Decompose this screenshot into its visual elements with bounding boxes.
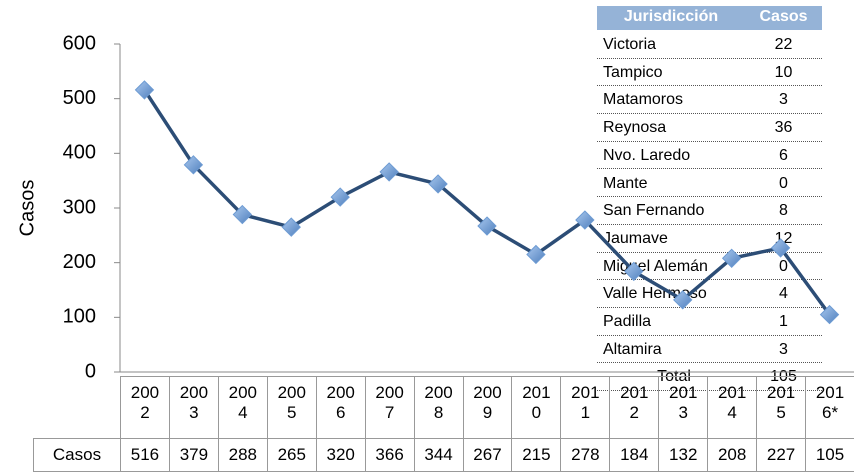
- table-cell: 1: [779, 313, 788, 330]
- table-header-cell: Jurisdicción: [623, 8, 719, 25]
- table-row: [597, 363, 822, 392]
- data-table-cell: 366: [364, 438, 415, 472]
- table-cell: 3: [779, 91, 788, 109]
- data-table-cell: 379: [168, 438, 219, 472]
- y-axis-label: Casos: [16, 180, 38, 237]
- data-point: [281, 217, 301, 237]
- x-tick-label: 2008: [413, 376, 464, 439]
- table-row: [597, 114, 822, 142]
- table-cell: Tampico: [603, 63, 663, 81]
- x-tick-label: 2014: [707, 376, 758, 439]
- y-tick-label: 100: [63, 306, 96, 328]
- data-point: [477, 216, 497, 236]
- x-tick-label: 2015: [756, 376, 807, 439]
- y-tick-label: 0: [85, 360, 96, 382]
- table-cell: 0: [779, 257, 788, 275]
- table-cell: Mante: [603, 174, 648, 192]
- data-table-cell: 132: [658, 438, 709, 472]
- table-header: [597, 6, 822, 30]
- x-tick-label: 2010: [511, 376, 562, 439]
- x-tick-label: 2004: [217, 376, 268, 439]
- x-tick-label: 2016*: [805, 376, 854, 439]
- data-table-cell: 215: [511, 438, 562, 472]
- table-row: [597, 169, 822, 198]
- table-row: [597, 31, 822, 59]
- data-table-label: Casos: [33, 438, 121, 472]
- table-row: [597, 335, 822, 364]
- data-table-cell: 278: [560, 438, 611, 472]
- table-cell: 8: [779, 202, 788, 220]
- data-point: [673, 290, 693, 310]
- x-tick-label: 2009: [462, 376, 513, 439]
- table-row: [597, 197, 822, 225]
- data-table-cell: 265: [266, 438, 317, 472]
- data-point: [134, 80, 155, 100]
- table-cell: 6: [779, 146, 788, 164]
- table-row: [597, 86, 822, 115]
- data-point: [770, 238, 791, 258]
- table-cell: Victoria: [603, 36, 657, 53]
- y-tick-label: 600: [63, 32, 96, 54]
- y-tick-label: 400: [63, 142, 96, 164]
- table-cell: 22: [774, 36, 793, 53]
- data-table-cell: 184: [609, 438, 660, 472]
- data-point: [428, 174, 448, 194]
- table-cell: Jaumave: [603, 229, 668, 247]
- data-table-cell: 227: [756, 438, 807, 472]
- table-cell: San Fernando: [603, 202, 705, 220]
- x-tick-label: 2005: [266, 376, 317, 439]
- data-table-cell: 320: [315, 438, 366, 472]
- table-cell: Reynosa: [603, 119, 667, 137]
- data-point: [232, 204, 253, 225]
- table-header-cell: Casos: [759, 8, 808, 25]
- x-tick-label: 2011: [560, 376, 611, 439]
- data-point: [330, 187, 350, 207]
- x-tick-label: 2013: [658, 376, 709, 439]
- table-row: [597, 280, 822, 308]
- table-cell: 4: [779, 285, 788, 303]
- data-point: [624, 261, 644, 282]
- data-point: [379, 162, 399, 182]
- data-point: [183, 155, 204, 175]
- data-table-cell: 344: [413, 438, 464, 472]
- table-cell: Altamira: [603, 340, 662, 358]
- table-cell: 3: [779, 340, 788, 358]
- y-tick-label: 300: [63, 196, 96, 218]
- data-table-cell: 267: [462, 438, 513, 472]
- table-cell: 0: [779, 174, 788, 192]
- data-point: [575, 210, 595, 230]
- data-table-cell: 105: [805, 438, 854, 472]
- table-cell: Matamoros: [603, 91, 684, 109]
- data-table-cell: 516: [120, 438, 170, 472]
- table-cell: Nvo. Laredo: [603, 146, 691, 164]
- table-row: [597, 308, 822, 336]
- table-row: [597, 141, 822, 170]
- data-table-cell: 288: [217, 438, 268, 472]
- table-row: [597, 58, 822, 87]
- data-point: [819, 304, 840, 325]
- data-point: [526, 244, 546, 265]
- table-cell: Padilla: [603, 313, 652, 330]
- data-point: [721, 248, 742, 269]
- series-line: [143, 88, 831, 316]
- data-table-cell: 208: [707, 438, 758, 472]
- x-tick-label: 2002: [120, 376, 170, 439]
- x-tick-label: 2007: [364, 376, 415, 439]
- y-tick-label: 500: [63, 87, 96, 109]
- table-cell: 10: [774, 63, 793, 81]
- table-cell: 36: [774, 119, 793, 137]
- x-tick-label: 2006: [315, 376, 366, 439]
- x-tick-label: 2012: [609, 376, 660, 439]
- x-tick-label: 2003: [168, 376, 219, 439]
- y-tick-label: 200: [63, 251, 96, 273]
